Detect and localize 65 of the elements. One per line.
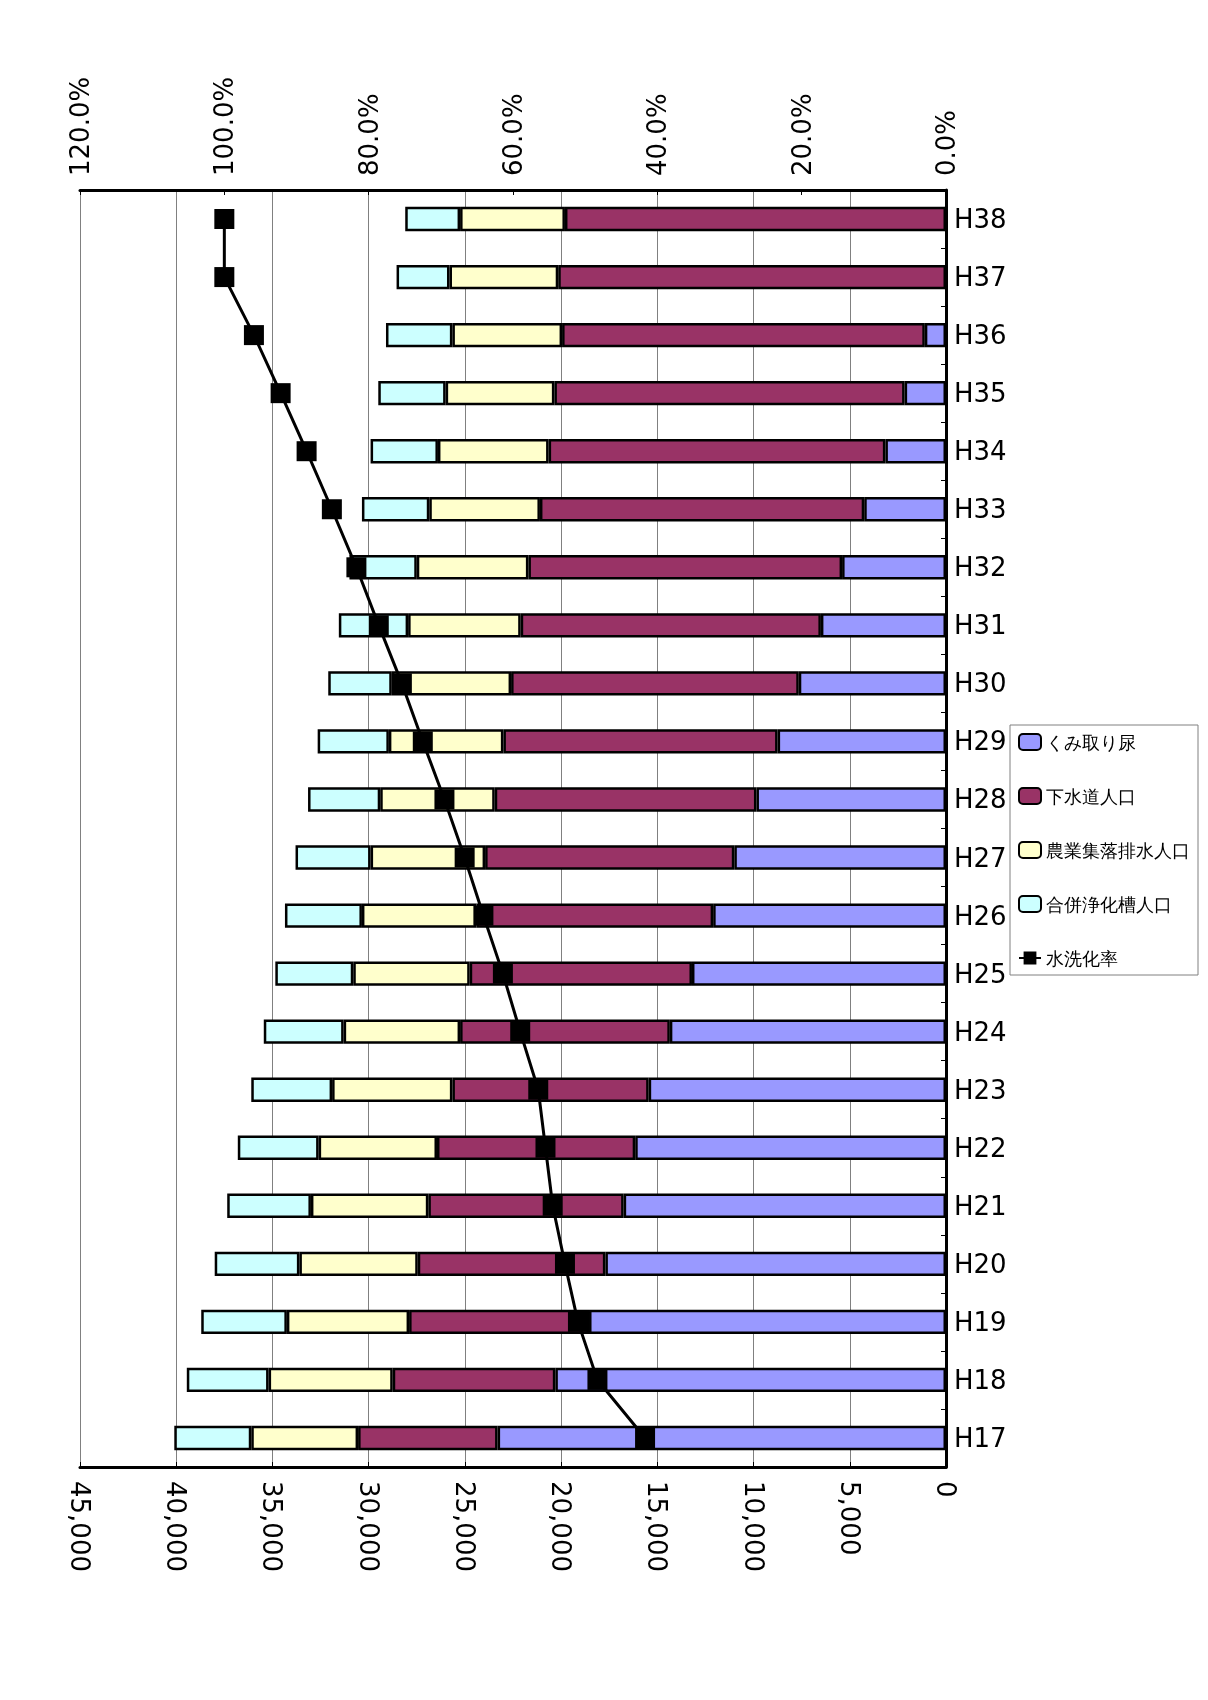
point [587,1369,608,1390]
y-tick-label: H37 [954,262,1007,293]
y-tick-label: H19 [954,1306,1007,1337]
legend-label: 農業集落排水人口 [1046,839,1190,861]
legend-label: 下水道人口 [1046,785,1136,807]
legend-label: 水洗化率 [1046,947,1118,969]
y-tick-label: H33 [954,494,1007,525]
point [270,383,291,404]
point [535,1137,556,1158]
y-tick-label: H35 [954,378,1007,409]
point [346,557,367,578]
x2-tick-label: 100.0% [209,76,240,176]
x-tick-label: 40,000 [161,1481,192,1572]
y-tick-label: H36 [954,320,1007,351]
y-tick-label: H28 [954,784,1007,815]
x-tick-label: 30,000 [353,1481,384,1572]
y-tick-label: H18 [954,1364,1007,1395]
x-tick-label: 0 [931,1481,961,1498]
point [567,1311,588,1332]
y-tick-label: H29 [954,726,1007,757]
point [454,847,475,868]
y-tick-label: H27 [954,842,1007,873]
x2-tick-label: 120.0% [65,76,95,176]
y-tick-label: H20 [954,1248,1007,1279]
x-tick-label: 5,000 [834,1481,865,1556]
y-tick-label: H26 [954,900,1007,931]
point [528,1079,549,1100]
x2-tick-label: 40.0% [642,93,673,176]
point [542,1195,563,1216]
legend-label: 合併浄化槽人口 [1046,893,1172,915]
point [412,731,433,752]
x-tick-label: 45,000 [65,1481,95,1572]
point [296,441,317,462]
point [434,789,455,810]
x-tick-label: 20,000 [546,1481,577,1572]
point [391,673,412,694]
y-tick-label: H30 [954,668,1007,699]
y-tick-label: H34 [954,436,1007,467]
point [554,1253,575,1274]
point [214,209,235,230]
point [635,1427,656,1448]
legend-label: くみ取り尿 [1046,731,1136,753]
point [473,905,494,926]
x2-tick-label: 20.0% [786,93,817,176]
point [214,267,235,288]
y-tick-label: H25 [954,958,1007,989]
point [492,963,513,984]
x-tick-label: 15,000 [642,1481,673,1572]
y-tick-label: H23 [954,1074,1007,1105]
y-tick-label: H24 [954,1016,1007,1047]
x-tick-label: 35,000 [257,1481,288,1572]
y-tick-label: H32 [954,552,1007,583]
point [321,499,342,520]
point [243,325,264,346]
y-tick-label: H31 [954,610,1007,641]
x-tick-label: 25,000 [449,1481,480,1572]
y-tick-label: H17 [954,1422,1007,1453]
x2-tick-label: 60.0% [498,93,528,176]
point [510,1021,531,1042]
x2-tick-label: 80.0% [353,93,384,176]
y-tick-label: H38 [954,204,1007,235]
y-tick-label: H21 [954,1190,1007,1221]
x2-tick-label: 0.0% [931,109,961,176]
x-tick-label: 10,000 [738,1481,769,1572]
y-tick-label: H22 [954,1132,1007,1163]
